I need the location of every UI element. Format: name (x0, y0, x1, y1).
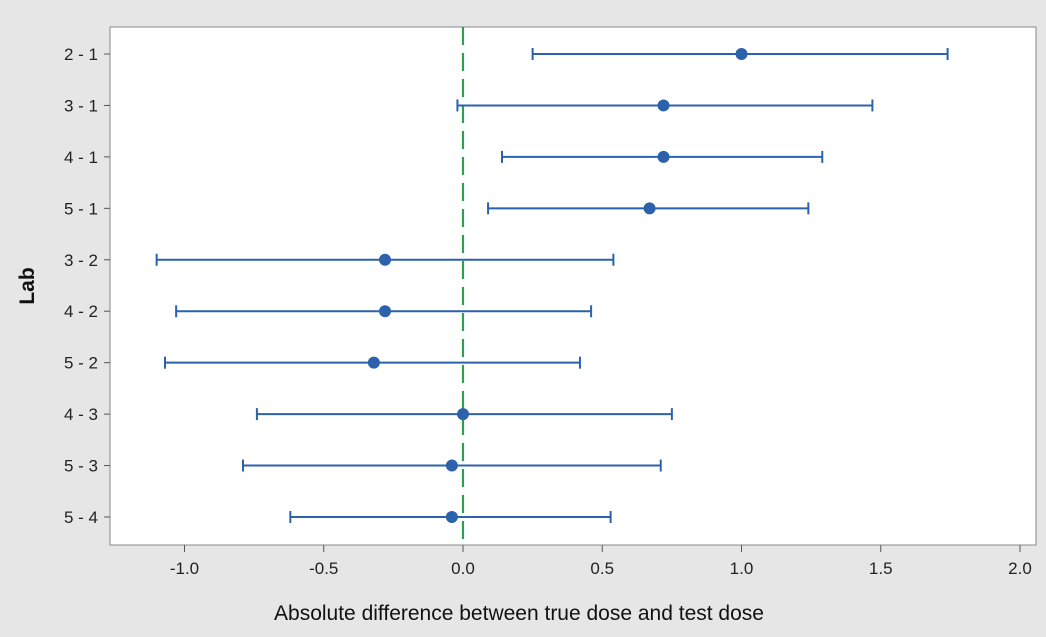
x-tick-label: 2.0 (1008, 559, 1032, 578)
interval-2-1 (531, 48, 949, 60)
estimate-point (735, 48, 748, 60)
x-tick-label: 0.5 (590, 559, 614, 578)
interval-5-4 (289, 511, 612, 523)
interval-3-2 (155, 253, 615, 266)
estimate-point (445, 511, 458, 523)
y-tick-label: 5 - 3 (64, 457, 98, 476)
estimate-point (445, 459, 458, 472)
y-tick-label: 5 - 2 (64, 354, 98, 373)
estimate-point (457, 408, 469, 421)
x-tick-label: 0.0 (451, 559, 475, 578)
estimate-point (379, 305, 392, 318)
y-tick-label: 3 - 1 (64, 96, 98, 115)
x-tick-label: -1.0 (170, 559, 199, 578)
y-tick-label: 2 - 1 (64, 45, 98, 64)
estimate-point (657, 150, 670, 163)
x-axis-title: Absolute difference between true dose an… (274, 602, 764, 625)
y-tick-label: 3 - 2 (64, 251, 98, 270)
interval-4-1 (500, 150, 824, 163)
y-tick-label: 4 - 1 (64, 148, 98, 167)
y-tick-label: 5 - 4 (64, 508, 98, 527)
x-tick-label: -0.5 (309, 559, 338, 578)
interval-3-1 (456, 99, 874, 112)
y-axis-title: Lab (16, 267, 39, 304)
interval-4-2 (175, 305, 593, 318)
plot-background (109, 26, 1037, 546)
estimate-point (643, 202, 656, 215)
estimate-point (657, 99, 670, 112)
estimate-point (379, 253, 392, 266)
interval-5-3 (241, 459, 662, 472)
interval-4-3 (255, 408, 673, 421)
x-tick-label: 1.0 (730, 559, 754, 578)
y-tick-label: 4 - 2 (64, 302, 98, 321)
y-tick-label: 5 - 1 (64, 199, 98, 218)
x-tick-label: 1.5 (869, 559, 893, 578)
estimate-point (367, 356, 380, 369)
interval-5-1 (487, 202, 810, 215)
y-tick-label: 4 - 3 (64, 405, 98, 424)
interval-5-2 (164, 356, 581, 369)
